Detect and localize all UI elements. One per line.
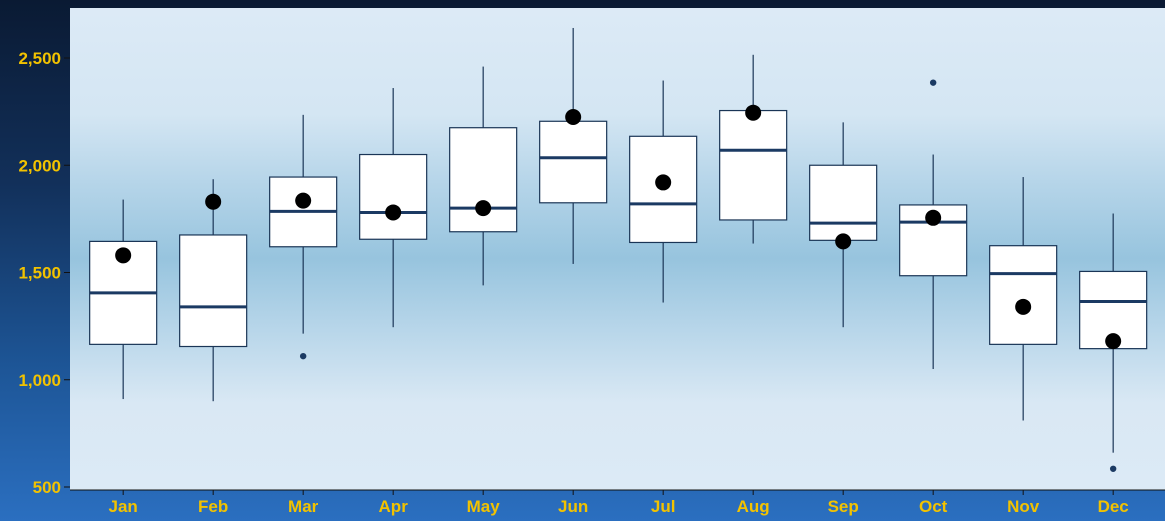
y-tick-label: 2,500	[18, 49, 61, 68]
outlier-point	[929, 79, 937, 86]
box-jun	[539, 27, 608, 264]
x-tick-label: Dec	[1098, 497, 1129, 516]
mean-point	[835, 233, 852, 250]
box-feb	[179, 179, 248, 402]
box-may	[449, 66, 518, 286]
x-tick-label: Oct	[919, 497, 948, 516]
mean-point	[1105, 333, 1122, 350]
outlier-point	[299, 352, 307, 360]
boxes-layer	[89, 27, 1148, 472]
plot-panel	[70, 8, 1165, 490]
x-tick-label: Apr	[379, 497, 409, 516]
x-tick-label: Jul	[651, 497, 676, 516]
y-tick-label: 1,000	[18, 371, 61, 390]
mean-point	[475, 200, 492, 217]
box-jul	[629, 80, 698, 303]
mean-point	[925, 209, 942, 226]
box-iqr	[989, 245, 1058, 345]
mean-point	[745, 104, 762, 121]
x-tick-label: Feb	[198, 497, 228, 516]
box-mar	[269, 114, 338, 360]
x-tick-label: Nov	[1007, 497, 1040, 516]
y-tick-label: 2,000	[18, 156, 61, 175]
x-tick-label: Aug	[737, 497, 770, 516]
mean-point	[295, 192, 312, 209]
x-axis: Jan Feb Mar Apr May Jun Jul Aug Sep Oct Nov Dec	[109, 490, 1129, 516]
box-iqr	[719, 109, 788, 221]
box-jan	[89, 199, 158, 400]
y-tick-label: 500	[33, 478, 61, 497]
x-tick-label: Jan	[109, 497, 138, 516]
mean-point	[205, 193, 222, 210]
mean-point	[655, 174, 672, 191]
mean-point	[115, 247, 132, 264]
mean-point	[565, 108, 582, 125]
x-tick-label: Mar	[288, 497, 319, 516]
mean-point	[1015, 298, 1032, 315]
x-tick-label: May	[467, 497, 501, 516]
box-iqr	[359, 153, 428, 240]
outlier-point	[1109, 465, 1117, 472]
box-oct	[899, 79, 968, 370]
box-dec	[1079, 213, 1148, 472]
box-apr	[359, 88, 428, 328]
box-nov	[989, 177, 1058, 421]
x-tick-label: Jun	[558, 497, 588, 516]
box-aug	[719, 54, 788, 244]
x-tick-label: Sep	[828, 497, 859, 516]
y-tick-label: 1,500	[18, 264, 61, 283]
box-sep	[809, 122, 878, 328]
box-iqr	[179, 234, 248, 348]
mean-point	[385, 204, 402, 221]
box-iqr	[809, 164, 878, 241]
box-iqr	[539, 120, 608, 204]
y-axis: 500 1,000 1,500 2,000 2,500	[18, 49, 70, 497]
